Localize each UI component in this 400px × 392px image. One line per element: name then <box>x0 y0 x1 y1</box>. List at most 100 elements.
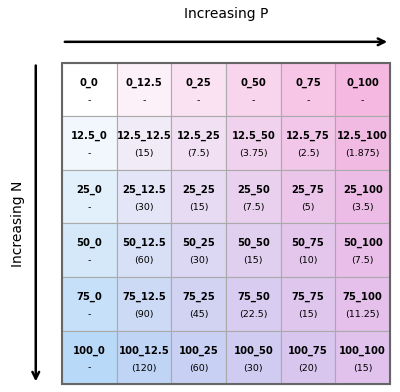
Text: (15): (15) <box>189 203 208 212</box>
Bar <box>226 63 281 116</box>
Text: 25_25: 25_25 <box>182 185 215 195</box>
Text: Increasing N: Increasing N <box>11 180 25 267</box>
Text: 100_50: 100_50 <box>234 345 273 356</box>
Text: 75_25: 75_25 <box>182 292 215 302</box>
Text: 50_50: 50_50 <box>237 238 270 249</box>
Text: -: - <box>88 203 91 212</box>
Bar <box>62 223 117 277</box>
Bar <box>335 63 390 116</box>
Text: 100_75: 100_75 <box>288 345 328 356</box>
Text: Increasing P: Increasing P <box>184 7 268 21</box>
Bar <box>117 223 171 277</box>
Text: 50_75: 50_75 <box>292 238 324 249</box>
Bar <box>335 170 390 223</box>
Text: -: - <box>88 256 91 265</box>
Text: 50_100: 50_100 <box>343 238 382 249</box>
Text: (15): (15) <box>298 310 318 319</box>
Text: (10): (10) <box>298 256 318 265</box>
Text: 12.5_25: 12.5_25 <box>177 131 220 141</box>
Text: (22.5): (22.5) <box>239 310 268 319</box>
Text: -: - <box>361 96 364 105</box>
Bar <box>281 330 335 384</box>
Text: 100_12.5: 100_12.5 <box>119 345 169 356</box>
Text: (15): (15) <box>134 149 154 158</box>
Text: (20): (20) <box>298 364 318 372</box>
Bar <box>62 116 117 170</box>
Text: -: - <box>88 96 91 105</box>
Text: 25_75: 25_75 <box>292 185 324 195</box>
Bar <box>117 63 171 116</box>
Text: (1.875): (1.875) <box>346 149 380 158</box>
Text: -: - <box>252 96 255 105</box>
Text: 0_100: 0_100 <box>346 77 379 88</box>
Text: (30): (30) <box>244 364 263 372</box>
Text: 12.5_50: 12.5_50 <box>232 131 275 141</box>
Bar <box>62 330 117 384</box>
Bar <box>117 277 171 330</box>
Text: (3.75): (3.75) <box>239 149 268 158</box>
Bar <box>226 277 281 330</box>
Bar <box>171 63 226 116</box>
Bar <box>281 170 335 223</box>
Bar <box>335 116 390 170</box>
Bar <box>281 63 335 116</box>
Text: -: - <box>142 96 146 105</box>
Text: -: - <box>88 149 91 158</box>
Bar <box>335 277 390 330</box>
Text: (15): (15) <box>244 256 263 265</box>
Bar <box>62 170 117 223</box>
Text: 50_12.5: 50_12.5 <box>122 238 166 249</box>
Text: (7.5): (7.5) <box>242 203 264 212</box>
Text: 75_75: 75_75 <box>292 292 324 302</box>
Text: 75_0: 75_0 <box>76 292 102 302</box>
Bar <box>226 330 281 384</box>
Text: 25_12.5: 25_12.5 <box>122 185 166 195</box>
Text: (45): (45) <box>189 310 208 319</box>
Text: 75_50: 75_50 <box>237 292 270 302</box>
Text: (120): (120) <box>131 364 157 372</box>
Text: 12.5_0: 12.5_0 <box>71 131 108 141</box>
Bar <box>117 330 171 384</box>
Text: (90): (90) <box>134 310 154 319</box>
Bar <box>226 116 281 170</box>
Text: (30): (30) <box>134 203 154 212</box>
Bar <box>171 277 226 330</box>
Bar <box>281 277 335 330</box>
Text: (2.5): (2.5) <box>297 149 319 158</box>
Text: 0_25: 0_25 <box>186 77 212 88</box>
Text: 75_12.5: 75_12.5 <box>122 292 166 302</box>
Text: -: - <box>197 96 200 105</box>
Bar <box>117 116 171 170</box>
Bar <box>117 170 171 223</box>
Text: 0_75: 0_75 <box>295 77 321 88</box>
Text: 25_100: 25_100 <box>343 185 382 195</box>
Text: 12.5_100: 12.5_100 <box>337 131 388 141</box>
Text: 100_25: 100_25 <box>179 345 218 356</box>
Text: (60): (60) <box>134 256 154 265</box>
Text: -: - <box>88 310 91 319</box>
Bar <box>226 223 281 277</box>
Text: 50_0: 50_0 <box>76 238 102 249</box>
Bar <box>335 330 390 384</box>
Bar <box>335 223 390 277</box>
Text: 25_50: 25_50 <box>237 185 270 195</box>
Text: 12.5_12.5: 12.5_12.5 <box>117 131 171 141</box>
Bar <box>171 223 226 277</box>
Text: 12.5_75: 12.5_75 <box>286 131 330 141</box>
Text: 0_50: 0_50 <box>240 77 266 88</box>
Text: 0_0: 0_0 <box>80 77 99 88</box>
Bar <box>62 63 117 116</box>
Bar <box>281 116 335 170</box>
Text: 100_100: 100_100 <box>339 345 386 356</box>
Text: 100_0: 100_0 <box>73 345 106 356</box>
Text: (5): (5) <box>301 203 315 212</box>
Text: (30): (30) <box>189 256 208 265</box>
Bar <box>62 277 117 330</box>
Bar <box>281 223 335 277</box>
Text: (60): (60) <box>189 364 208 372</box>
Text: (15): (15) <box>353 364 372 372</box>
Text: 0_12.5: 0_12.5 <box>126 77 162 88</box>
Bar <box>226 170 281 223</box>
Text: 25_0: 25_0 <box>76 185 102 195</box>
Text: (7.5): (7.5) <box>352 256 374 265</box>
